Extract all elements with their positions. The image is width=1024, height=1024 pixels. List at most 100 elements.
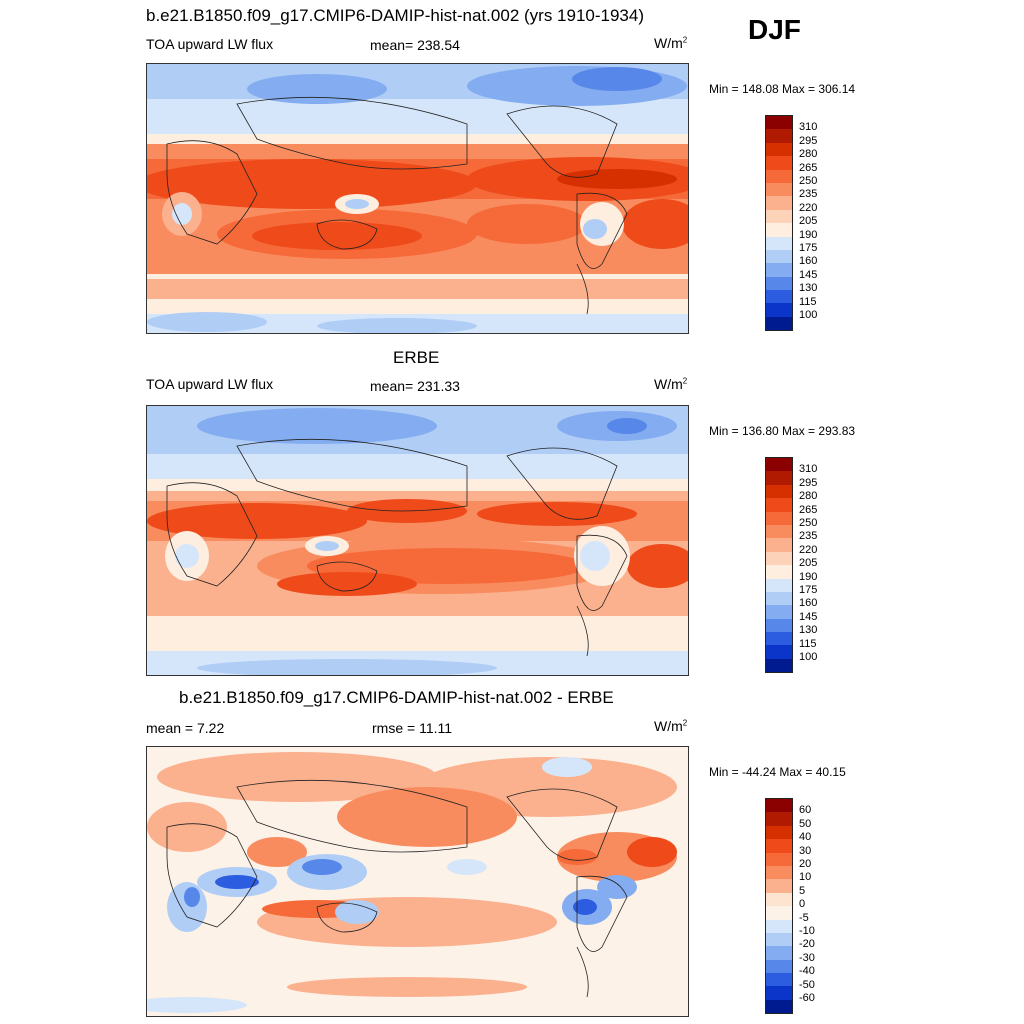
colorbar-swatch [766,249,792,264]
colorbar-tick-label: 145 [799,268,818,281]
colorbar-tick-label: 295 [799,476,818,489]
colorbar-swatch [766,196,792,210]
colorbar-swatch [766,932,792,947]
colorbar-swatch [766,618,792,633]
colorbar-swatch [766,799,792,813]
panel1-map [146,63,689,334]
colorbar-tick-label: 235 [799,530,818,543]
colorbar-swatch [766,879,792,893]
colorbar-tick-label: 20 [799,858,812,870]
colorbar-tick-label: 30 [799,844,812,857]
colorbar-tick-label: 5 [799,884,806,897]
colorbar-swatch [766,498,792,512]
colorbar-swatch [766,182,792,197]
colorbar-swatch [766,605,792,619]
colorbar-tick-label: 50 [799,817,812,830]
colorbar-swatch [766,303,792,317]
panel2-units: W/m2 [654,376,688,392]
colorbar-tick-label: -40 [799,965,815,978]
colorbar-tick-label: 205 [799,215,818,228]
colorbar-swatch [766,142,792,157]
colorbar-tick-label: 235 [799,188,818,201]
colorbar-swatch [766,839,792,853]
colorbar-tick-label: 115 [799,637,817,650]
colorbar-swatch [766,316,792,331]
colorbar-swatch [766,209,792,224]
colorbar-swatch [766,865,792,880]
colorbar-swatch [766,591,792,606]
colorbar-swatch [766,973,792,987]
panel2-mean-label: mean= 231.33 [370,378,460,394]
colorbar-tick-label: 205 [799,557,818,570]
colorbar-tick-label: 10 [799,871,812,884]
panel1-title: b.e21.B1850.f09_g17.CMIP6-DAMIP-hist-nat… [146,6,644,25]
colorbar-tick-label: 220 [799,543,818,556]
colorbar-tick-label: 190 [799,570,818,583]
panel1-colorbar [765,115,793,332]
colorbar-tick-label: 250 [799,175,818,187]
colorbar-tick-label: 0 [799,898,806,911]
colorbar-tick-label: 130 [799,282,818,295]
colorbar-swatch [766,471,792,485]
colorbar-swatch [766,511,792,525]
colorbar-swatch [766,852,792,866]
panel3-map [146,746,689,1017]
colorbar-tick-label: 280 [799,490,818,503]
colorbar-swatch [766,632,792,646]
panel1-units: W/m2 [654,35,688,51]
colorbar-swatch [766,223,792,237]
panel1-mean-label: mean= 238.54 [370,37,460,53]
colorbar-swatch [766,276,792,291]
panel2-minmax: Min = 136.80 Max = 293.83 [709,424,856,438]
panel3-units: W/m2 [654,718,688,734]
colorbar-swatch [766,538,792,552]
colorbar-tick-label: 250 [799,517,818,529]
colorbar-tick-label: 190 [799,228,818,241]
colorbar-swatch [766,999,792,1014]
colorbar-tick-label: 310 [799,121,818,134]
colorbar-tick-label: -20 [799,938,815,951]
colorbar-swatch [766,892,792,907]
colorbar-tick-label: 265 [799,161,818,174]
colorbar-tick-label: 100 [799,309,818,321]
panel1-variable-label: TOA upward LW flux [146,36,274,52]
colorbar-swatch [766,129,792,143]
colorbar-tick-label: -10 [799,925,815,937]
season-label: DJF [748,14,801,45]
panel2-colorbar [765,457,793,674]
colorbar-tick-label: 145 [799,610,818,623]
panel1-minmax: Min = 148.08 Max = 306.14 [709,82,856,96]
colorbar-swatch [766,169,792,183]
colorbar-tick-label: -5 [799,911,809,924]
colorbar-swatch [766,458,792,472]
colorbar-swatch [766,236,792,250]
panel3-rmse-label: rmse = 11.11 [372,720,453,736]
colorbar-swatch [766,578,792,592]
colorbar-tick-label: 280 [799,148,818,161]
panel3-mean-label: mean = 7.22 [146,720,225,736]
colorbar-tick-label: -30 [799,951,815,964]
colorbar-swatch [766,524,792,539]
panel2-variable-label: TOA upward LW flux [146,376,274,392]
colorbar-tick-label: 100 [799,651,818,663]
colorbar-tick-label: 310 [799,463,818,476]
colorbar-tick-label: 175 [799,242,818,254]
panel3-minmax: Min = -44.24 Max = 40.15 [709,765,846,779]
colorbar-swatch [766,959,792,974]
panel3-title: b.e21.B1850.f09_g17.CMIP6-DAMIP-hist-nat… [179,688,614,707]
colorbar-swatch [766,946,792,960]
colorbar-swatch [766,919,792,933]
colorbar-swatch [766,906,792,920]
colorbar-tick-label: 220 [799,201,818,214]
panel2-title: ERBE [393,348,440,367]
colorbar-tick-label: 40 [799,831,812,844]
colorbar-swatch [766,986,792,1000]
colorbar-swatch [766,645,792,659]
colorbar-tick-label: 60 [799,804,812,817]
colorbar-tick-label: 295 [799,134,818,147]
panel3-colorbar [765,798,793,1015]
colorbar-tick-label: 130 [799,624,818,637]
colorbar-tick-label: -50 [799,978,815,991]
colorbar-swatch [766,116,792,130]
colorbar-tick-label: 115 [799,295,817,308]
